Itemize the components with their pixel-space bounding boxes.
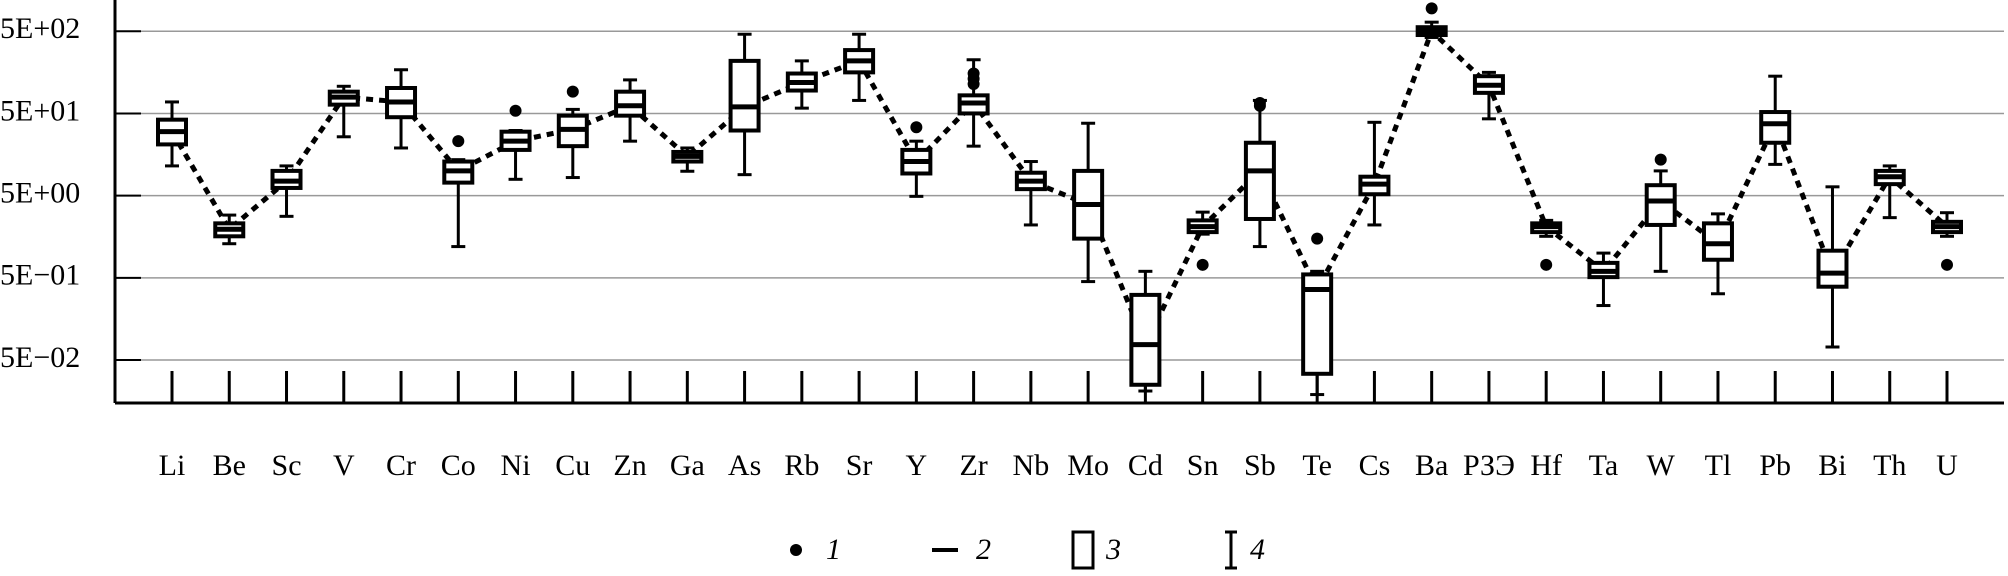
x-tick-label: Bi (1818, 449, 1846, 482)
box-group (1243, 96, 1276, 249)
x-tick-label: Ni (501, 449, 531, 482)
x-tick-label: Co (441, 449, 476, 482)
outlier (1425, 2, 1438, 15)
outlier (1196, 258, 1209, 271)
outlier (910, 121, 923, 134)
outlier (566, 85, 579, 98)
box-group (1873, 164, 1906, 220)
x-tick-label: Y (906, 449, 928, 482)
y-tick-label: 5E+01 (0, 94, 80, 127)
x-tick-label: Mo (1067, 449, 1109, 482)
x-tick-label: Hf (1530, 449, 1562, 482)
x-tick-label: Ta (1589, 449, 1619, 482)
x-tick-label: Li (159, 449, 186, 482)
box-group (957, 58, 990, 148)
box (1644, 183, 1677, 227)
x-tick-label: Nb (1013, 449, 1050, 482)
box-group (270, 164, 303, 218)
box-group (728, 32, 761, 177)
x-tick-label: Sn (1187, 449, 1219, 482)
box-group (385, 68, 418, 150)
median-line (169, 26, 1949, 351)
outlier (967, 78, 980, 91)
outlier (509, 104, 522, 117)
x-tick-label: Pb (1759, 449, 1791, 482)
x-tick-label: Sc (272, 449, 302, 482)
x-tick-label: Ga (670, 449, 705, 482)
outlier (1540, 258, 1553, 271)
box-group (1816, 185, 1849, 349)
box-group (499, 104, 532, 181)
legend-label: 1 (826, 533, 841, 566)
box-group (1931, 211, 1963, 271)
box-group (1301, 232, 1334, 397)
x-tick-label: Sb (1244, 449, 1276, 482)
y-tick-label: 5E−02 (0, 341, 80, 374)
x-tick-label: Cr (386, 449, 416, 482)
y-tick-label: 5E+02 (0, 12, 80, 45)
box-group (1644, 153, 1677, 273)
box-group (442, 135, 475, 249)
box-group (785, 59, 818, 110)
x-tick-label: Ba (1415, 449, 1448, 482)
x-tick-label: As (728, 449, 761, 482)
box-group (1129, 269, 1162, 393)
x-tick-label: Sr (846, 449, 873, 482)
box-group (1358, 120, 1391, 227)
box-group (900, 121, 933, 198)
box-group (1072, 121, 1105, 284)
box-group (1759, 74, 1792, 166)
box-group (1014, 160, 1047, 227)
box-group (556, 85, 589, 180)
x-tick-label: Be (213, 449, 246, 482)
legend: 1 2 3 4 (790, 530, 1265, 570)
y-tick-label: 5E+00 (0, 177, 80, 210)
box (1816, 248, 1849, 289)
x-tick-label: Zr (959, 449, 987, 482)
box-group (1186, 210, 1219, 271)
outlier (1654, 153, 1667, 166)
legend-box-symbol (1071, 530, 1095, 570)
y-tick-label: 5E−01 (0, 259, 80, 292)
box (1243, 140, 1276, 221)
x-tick-label: V (333, 449, 355, 482)
box-group (156, 100, 188, 168)
x-tick-label: U (1936, 449, 1958, 482)
legend-label: 4 (1250, 533, 1265, 566)
box-group (213, 213, 246, 246)
x-tick-label: Zn (613, 449, 646, 482)
box (1129, 292, 1162, 387)
x-tick-label: Th (1873, 449, 1906, 482)
outlier (1311, 232, 1324, 245)
outlier (1253, 99, 1266, 112)
legend-label: 3 (1105, 533, 1121, 566)
box-group (1530, 218, 1563, 271)
box (728, 58, 761, 133)
x-tick-label: Te (1302, 449, 1332, 482)
outlier (452, 135, 465, 148)
legend-label: 2 (976, 533, 991, 566)
x-tick-label: РЗЭ (1463, 449, 1515, 482)
x-tick-label: Tl (1705, 449, 1732, 482)
x-tick-label: Cu (555, 449, 590, 482)
legend-outlier-symbol (790, 544, 802, 556)
legend-whisker-symbol (1225, 530, 1237, 570)
box (1759, 110, 1792, 145)
box-group (1472, 70, 1505, 121)
x-tick-label: Rb (784, 449, 819, 482)
box-group (843, 32, 876, 102)
box-group (671, 146, 704, 173)
x-tick-label: W (1647, 449, 1676, 482)
box-group (614, 78, 647, 143)
x-tick-label: Cs (1359, 449, 1391, 482)
box-group (1415, 2, 1448, 39)
x-tick-label: Cd (1128, 449, 1163, 482)
box-group (1701, 212, 1734, 296)
outlier (1941, 258, 1953, 271)
box-group (327, 84, 360, 139)
box-group (1587, 251, 1620, 308)
